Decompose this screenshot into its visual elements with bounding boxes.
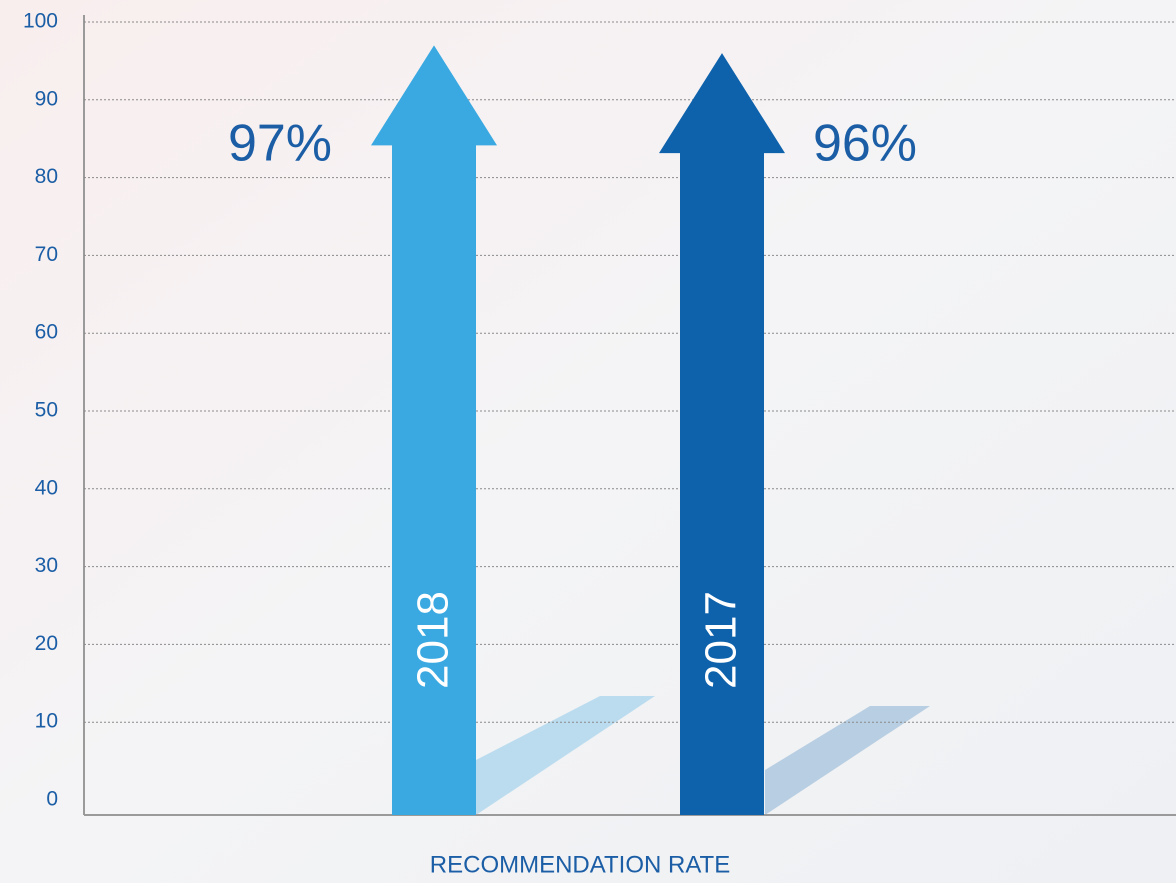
background	[0, 0, 1176, 883]
y-tick-label: 70	[35, 243, 58, 266]
y-tick-label: 60	[35, 321, 58, 344]
y-tick-label: 20	[35, 632, 58, 655]
y-tick-label: 80	[35, 165, 58, 188]
value-label: 97%	[228, 115, 332, 173]
y-tick-label: 40	[35, 476, 58, 499]
x-axis-title: RECOMMENDATION RATE	[430, 851, 730, 878]
value-label: 96%	[813, 115, 917, 173]
y-tick-label: 30	[35, 554, 58, 577]
y-tick-label: 90	[35, 87, 58, 110]
chart: RECOMMENDATION RATE 0 10 20 30 40 50 60 70 80 90 1…	[0, 0, 1176, 883]
y-tick-label: 50	[35, 399, 58, 422]
category-label: 2018	[409, 591, 458, 689]
category-label: 2017	[697, 591, 746, 689]
y-tick-label: 100	[23, 10, 58, 33]
y-tick-label: 0	[46, 788, 58, 811]
y-tick-label: 10	[35, 710, 58, 733]
